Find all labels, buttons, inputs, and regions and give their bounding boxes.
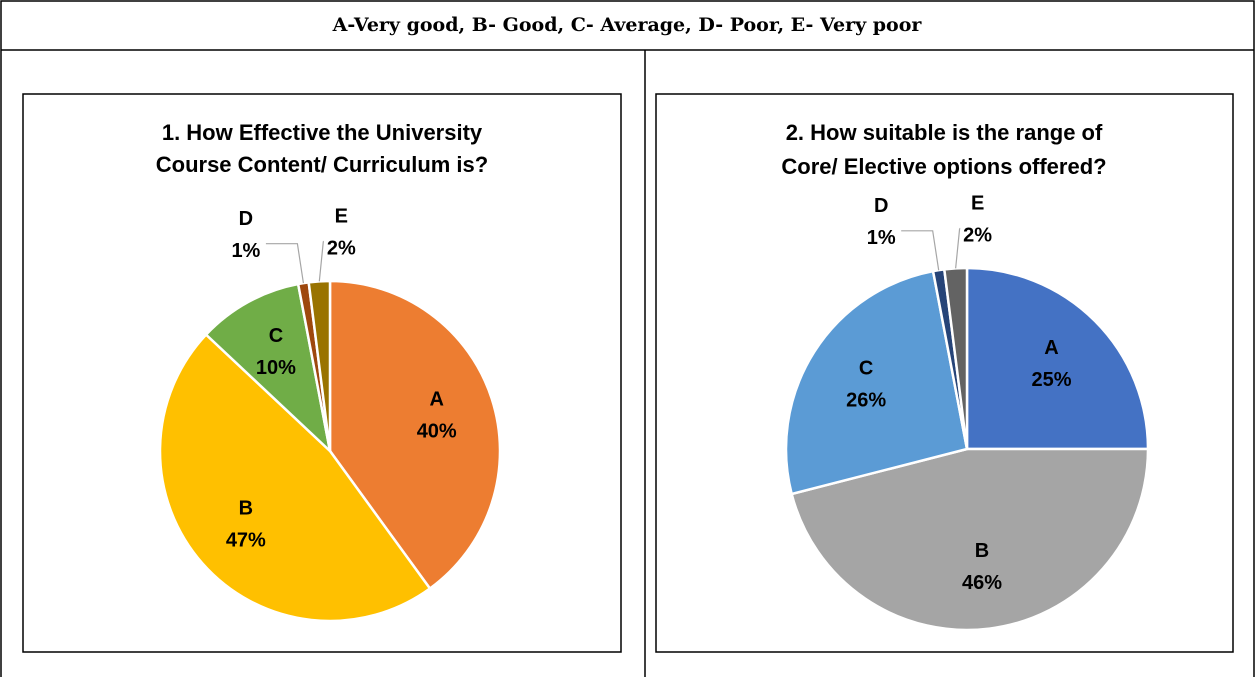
pie-slice — [784, 269, 969, 496]
data-label-category: C — [859, 357, 873, 379]
data-label-value: 47% — [226, 529, 266, 551]
data-label-value: 40% — [417, 421, 457, 443]
pie-slice — [965, 266, 1150, 451]
data-label-value: 2% — [327, 238, 356, 260]
data-label-category: D — [874, 195, 888, 217]
header-title: A-Very good, B- Good, C- Average, D- Poo… — [332, 14, 923, 36]
pie-slice — [790, 447, 1150, 632]
chart-title: 1. How Effective the University — [162, 120, 483, 145]
data-label-value: 2% — [963, 225, 992, 247]
pie-slice — [307, 279, 332, 452]
data-label-category: E — [335, 206, 348, 228]
pie-slice — [328, 279, 502, 591]
data-label-category: B — [239, 497, 253, 519]
data-label-value: 46% — [962, 572, 1002, 594]
leader-line — [318, 240, 324, 282]
leader-line — [955, 227, 961, 269]
pie-slice — [204, 282, 332, 455]
data-label-value: 10% — [256, 357, 296, 379]
chart-title: Core/ Elective options offered? — [781, 154, 1106, 179]
data-label-category: B — [975, 540, 989, 562]
data-label-category: A — [1044, 337, 1058, 359]
data-label-value: 1% — [867, 227, 896, 249]
leader-line — [265, 243, 304, 284]
data-label-value: 1% — [231, 240, 260, 262]
data-label-category: D — [239, 208, 253, 230]
leader-line — [901, 230, 940, 271]
pie-slice — [158, 332, 432, 623]
data-label-category: A — [429, 389, 443, 411]
data-label-value: 26% — [846, 389, 886, 411]
chart-title: 2. How suitable is the range of — [786, 120, 1103, 145]
data-label-value: 25% — [1031, 369, 1071, 391]
data-label-category: E — [971, 193, 984, 215]
data-label-category: C — [269, 325, 283, 347]
chart-title: Course Content/ Curriculum is? — [156, 152, 488, 177]
